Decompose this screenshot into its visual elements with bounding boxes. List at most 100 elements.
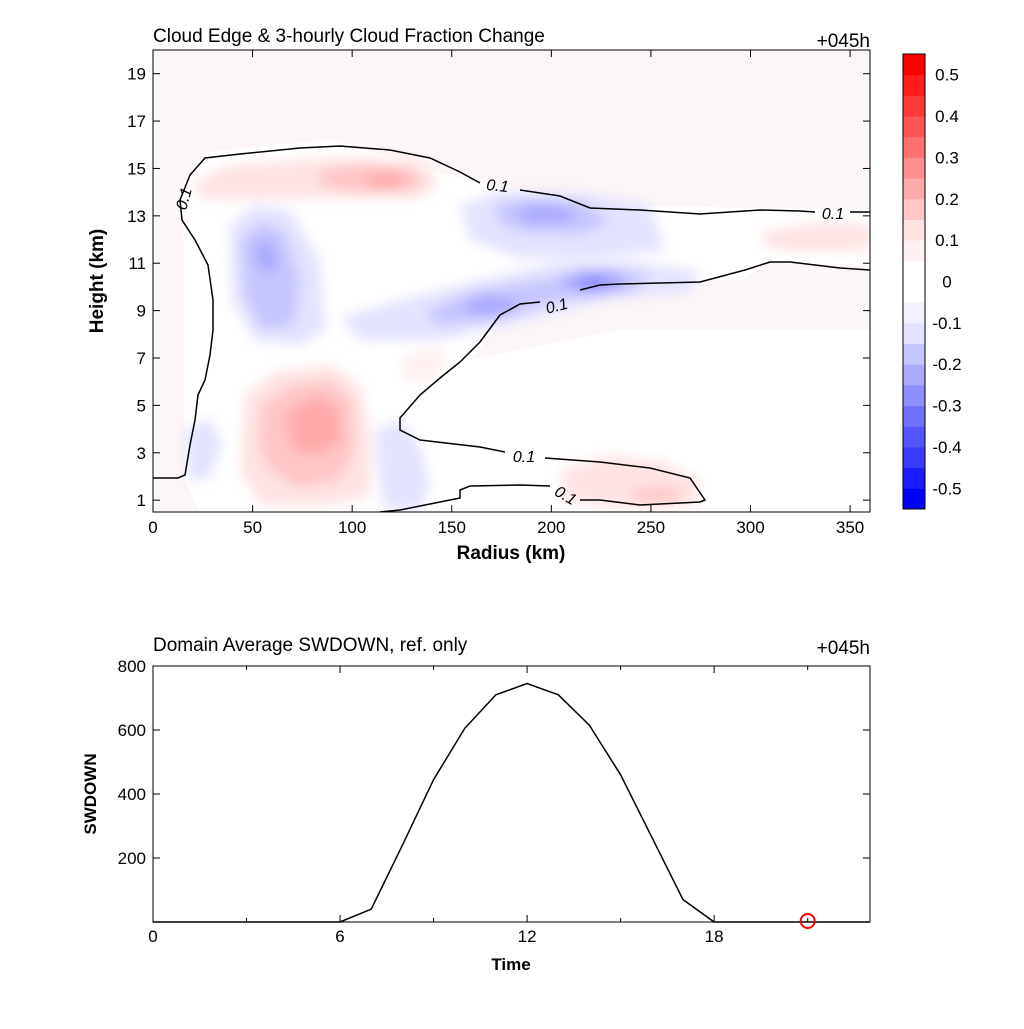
contour-x-axis-label: Radius (km): [457, 543, 566, 564]
positive-anomalies: [195, 158, 870, 508]
contour-x-tick-label: 350: [836, 518, 864, 537]
contour-label-1: 0.1: [486, 177, 510, 196]
contour-x-tick-label: 300: [736, 518, 764, 537]
colorbar-frame: [902, 53, 926, 510]
colorbar-swatch: [903, 157, 925, 179]
colorbar-swatch: [903, 95, 925, 117]
colorbar-swatch: [903, 488, 925, 510]
cloud-edge-contour-inner: [379, 261, 870, 512]
colorbar-swatch: [903, 54, 925, 76]
contour-time-label: +045h: [817, 31, 870, 52]
cloud-edge-contour-main: [153, 145, 870, 479]
colorbar-swatch: [903, 260, 925, 303]
colorbar-swatch: [903, 219, 925, 241]
contour-y-tick-label: 7: [137, 349, 146, 368]
swdown-x-tick-label: 12: [518, 927, 537, 946]
colorbar-swatch: [903, 322, 925, 345]
contour-x-tick-label: 50: [243, 518, 262, 537]
colorbar-label: -0.4: [932, 438, 961, 457]
contour-label-0: 0.1: [174, 186, 196, 212]
positive-anomaly-lower-left-peak: [285, 395, 342, 455]
colorbar-swatch: [903, 446, 925, 469]
contour-x-tick-label: 0: [148, 518, 157, 537]
contour-y-axis-label: Height (km): [87, 229, 108, 334]
colorbar-label: 0.1: [935, 231, 959, 250]
contour-plot-frame: [152, 49, 871, 513]
swdown-axis-ticks: 0 6 12 18 200 400 600 800: [118, 657, 870, 946]
cloud-edge-contours: [153, 145, 870, 512]
colorbar-swatch: [903, 426, 925, 448]
colorbar-swatch: [903, 240, 925, 262]
swdown-x-tick-label: 0: [148, 927, 157, 946]
negative-anomaly-left-column-core: [240, 222, 300, 330]
negative-anomaly-left-edge: [185, 418, 222, 480]
colorbar-swatch: [903, 384, 925, 407]
contour-x-tick-label: 200: [537, 518, 565, 537]
contour-labels: 0.1 0.1 0.1 0.1 0.1 0.1: [174, 177, 845, 509]
positive-anomaly-surface-core: [630, 486, 688, 503]
contour-x-tick-label: 250: [637, 518, 665, 537]
swdown-y-tick-label: 400: [118, 785, 146, 804]
colorbar-label: -0.1: [932, 314, 961, 333]
contour-label-2: 0.1: [822, 206, 844, 223]
swdown-y-axis-label: SWDOWN: [81, 753, 100, 834]
positive-anomaly-right-edge: [760, 224, 870, 252]
swdown-x-tick-label: 6: [335, 927, 344, 946]
colorbar-label: 0.2: [935, 190, 959, 209]
swdown-panel: 0 6 12 18 200 400 600 800 Domain Average SWDOWN…: [81, 635, 871, 974]
swdown-y-tick-label: 800: [118, 657, 146, 676]
contour-y-tick-label: 19: [127, 65, 146, 84]
negative-anomaly-lower: [375, 420, 430, 510]
colorbar-swatch: [903, 343, 925, 365]
swdown-y-tick-label: 600: [118, 721, 146, 740]
colorbar-swatch: [903, 178, 925, 200]
contour-x-tick-label: 100: [338, 518, 366, 537]
contour-title: Cloud Edge & 3-hourly Cloud Fraction Cha…: [153, 26, 545, 47]
colorbar-label: 0.5: [935, 66, 959, 85]
contour-y-tick-label: 13: [127, 207, 146, 226]
colorbar-swatches: [903, 54, 925, 510]
swdown-x-tick-label: 18: [705, 927, 724, 946]
contour-panel: 0.1 0.1 0.1 0.1 0.1 0.1 0 50 100 150 200 250 3…: [87, 26, 871, 564]
colorbar-label: 0: [942, 273, 951, 292]
colorbar-label: -0.5: [932, 479, 961, 498]
swdown-y-tick-label: 200: [118, 849, 146, 868]
colorbar: 0.5 0.4 0.3 0.2 0.1 0 -0.1 -0.2 -0.3 -0.4 -0.5: [902, 53, 962, 510]
swdown-series-line: [153, 682, 870, 923]
swdown-title: Domain Average SWDOWN, ref. only: [153, 635, 468, 656]
colorbar-label: 0.4: [935, 107, 959, 126]
contour-y-tick-label: 11: [128, 254, 146, 273]
colorbar-swatch: [903, 467, 925, 489]
current-time-marker: [799, 913, 816, 929]
swdown-time-label: +045h: [817, 638, 870, 659]
contour-x-tick-label: 150: [438, 518, 466, 537]
contour-y-tick-label: 3: [137, 444, 146, 463]
colorbar-swatch: [903, 364, 925, 386]
colorbar-swatch: [903, 198, 925, 220]
anomaly-field: [183, 140, 870, 512]
contour-y-tick-label: 17: [127, 112, 146, 131]
negative-anomaly-mid-band-peak-a: [460, 295, 520, 316]
swdown-x-axis-label: Time: [491, 955, 530, 974]
negative-anomaly-upper-band-peak: [512, 204, 575, 224]
colorbar-swatch: [903, 405, 925, 427]
contour-y-tick-label: 9: [137, 302, 146, 321]
colorbar-swatch: [903, 302, 925, 324]
colorbar-labels: 0.5 0.4 0.3 0.2 0.1 0 -0.1 -0.2 -0.3 -0.4 -0.5: [932, 66, 961, 499]
negative-anomaly-left-column-peak: [255, 238, 280, 276]
contour-label-4: 0.1: [513, 449, 535, 466]
colorbar-swatch: [903, 74, 925, 96]
contour-y-tick-label: 15: [127, 159, 146, 178]
colorbar-swatch: [903, 116, 925, 138]
colorbar-label: -0.3: [932, 397, 961, 416]
contour-label-3: 0.1: [544, 296, 570, 318]
contour-y-tick-label: 5: [137, 396, 146, 415]
negative-anomaly-mid-band-peak-b-core: [578, 274, 612, 290]
colorbar-label: 0.3: [935, 148, 959, 167]
colorbar-label: -0.2: [932, 355, 961, 374]
swdown-plot-frame: [152, 665, 871, 923]
neutral-outer-region: [400, 330, 870, 512]
